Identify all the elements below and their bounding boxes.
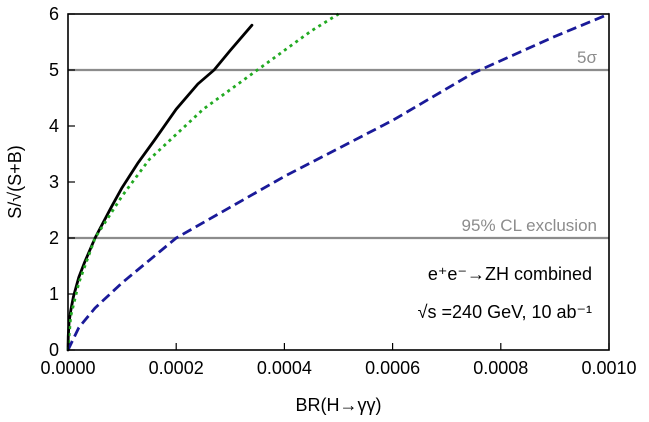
- reference-line-label-0: 5σ: [577, 48, 597, 67]
- x-tick-label: 0.0006: [365, 358, 420, 378]
- series-line-1-dotted: [66, 12, 340, 351]
- y-axis-ticks: 0 1 2 3 4 5 6: [49, 4, 75, 360]
- x-tick-label: 0.0008: [473, 358, 528, 378]
- annotation-energy: √s =240 GeV, 10 ab⁻¹: [418, 302, 592, 322]
- y-tick-label: 1: [49, 284, 59, 304]
- plot-frame: [67, 13, 610, 351]
- y-tick-label: 6: [49, 4, 59, 24]
- y-tick-label: 0: [49, 340, 59, 360]
- x-tick-label: 0.0010: [581, 358, 636, 378]
- x-axis-label: BR(H→γγ): [296, 395, 382, 415]
- x-tick-label: 0.0000: [40, 358, 95, 378]
- y-tick-label: 4: [49, 116, 59, 136]
- x-axis-ticks: 0.0000 0.0002 0.0004 0.0006 0.0008 0.0010: [40, 343, 637, 378]
- y-tick-label: 2: [49, 228, 59, 248]
- y-tick-label: 5: [49, 60, 59, 80]
- x-tick-label: 0.0004: [257, 358, 312, 378]
- series-line-0-solid: [66, 23, 254, 352]
- series-line-2-dashed: [66, 12, 610, 351]
- reference-line-label-1: 95% CL exclusion: [462, 216, 597, 235]
- y-tick-label: 3: [49, 172, 59, 192]
- reference-lines: 5σ 95% CL exclusion: [68, 48, 609, 240]
- y-axis-label: S/√(S+B): [5, 145, 25, 218]
- x-tick-label: 0.0002: [149, 358, 204, 378]
- annotation-process: e⁺e⁻→ZH combined: [428, 264, 592, 284]
- series-layer: [66, 12, 610, 352]
